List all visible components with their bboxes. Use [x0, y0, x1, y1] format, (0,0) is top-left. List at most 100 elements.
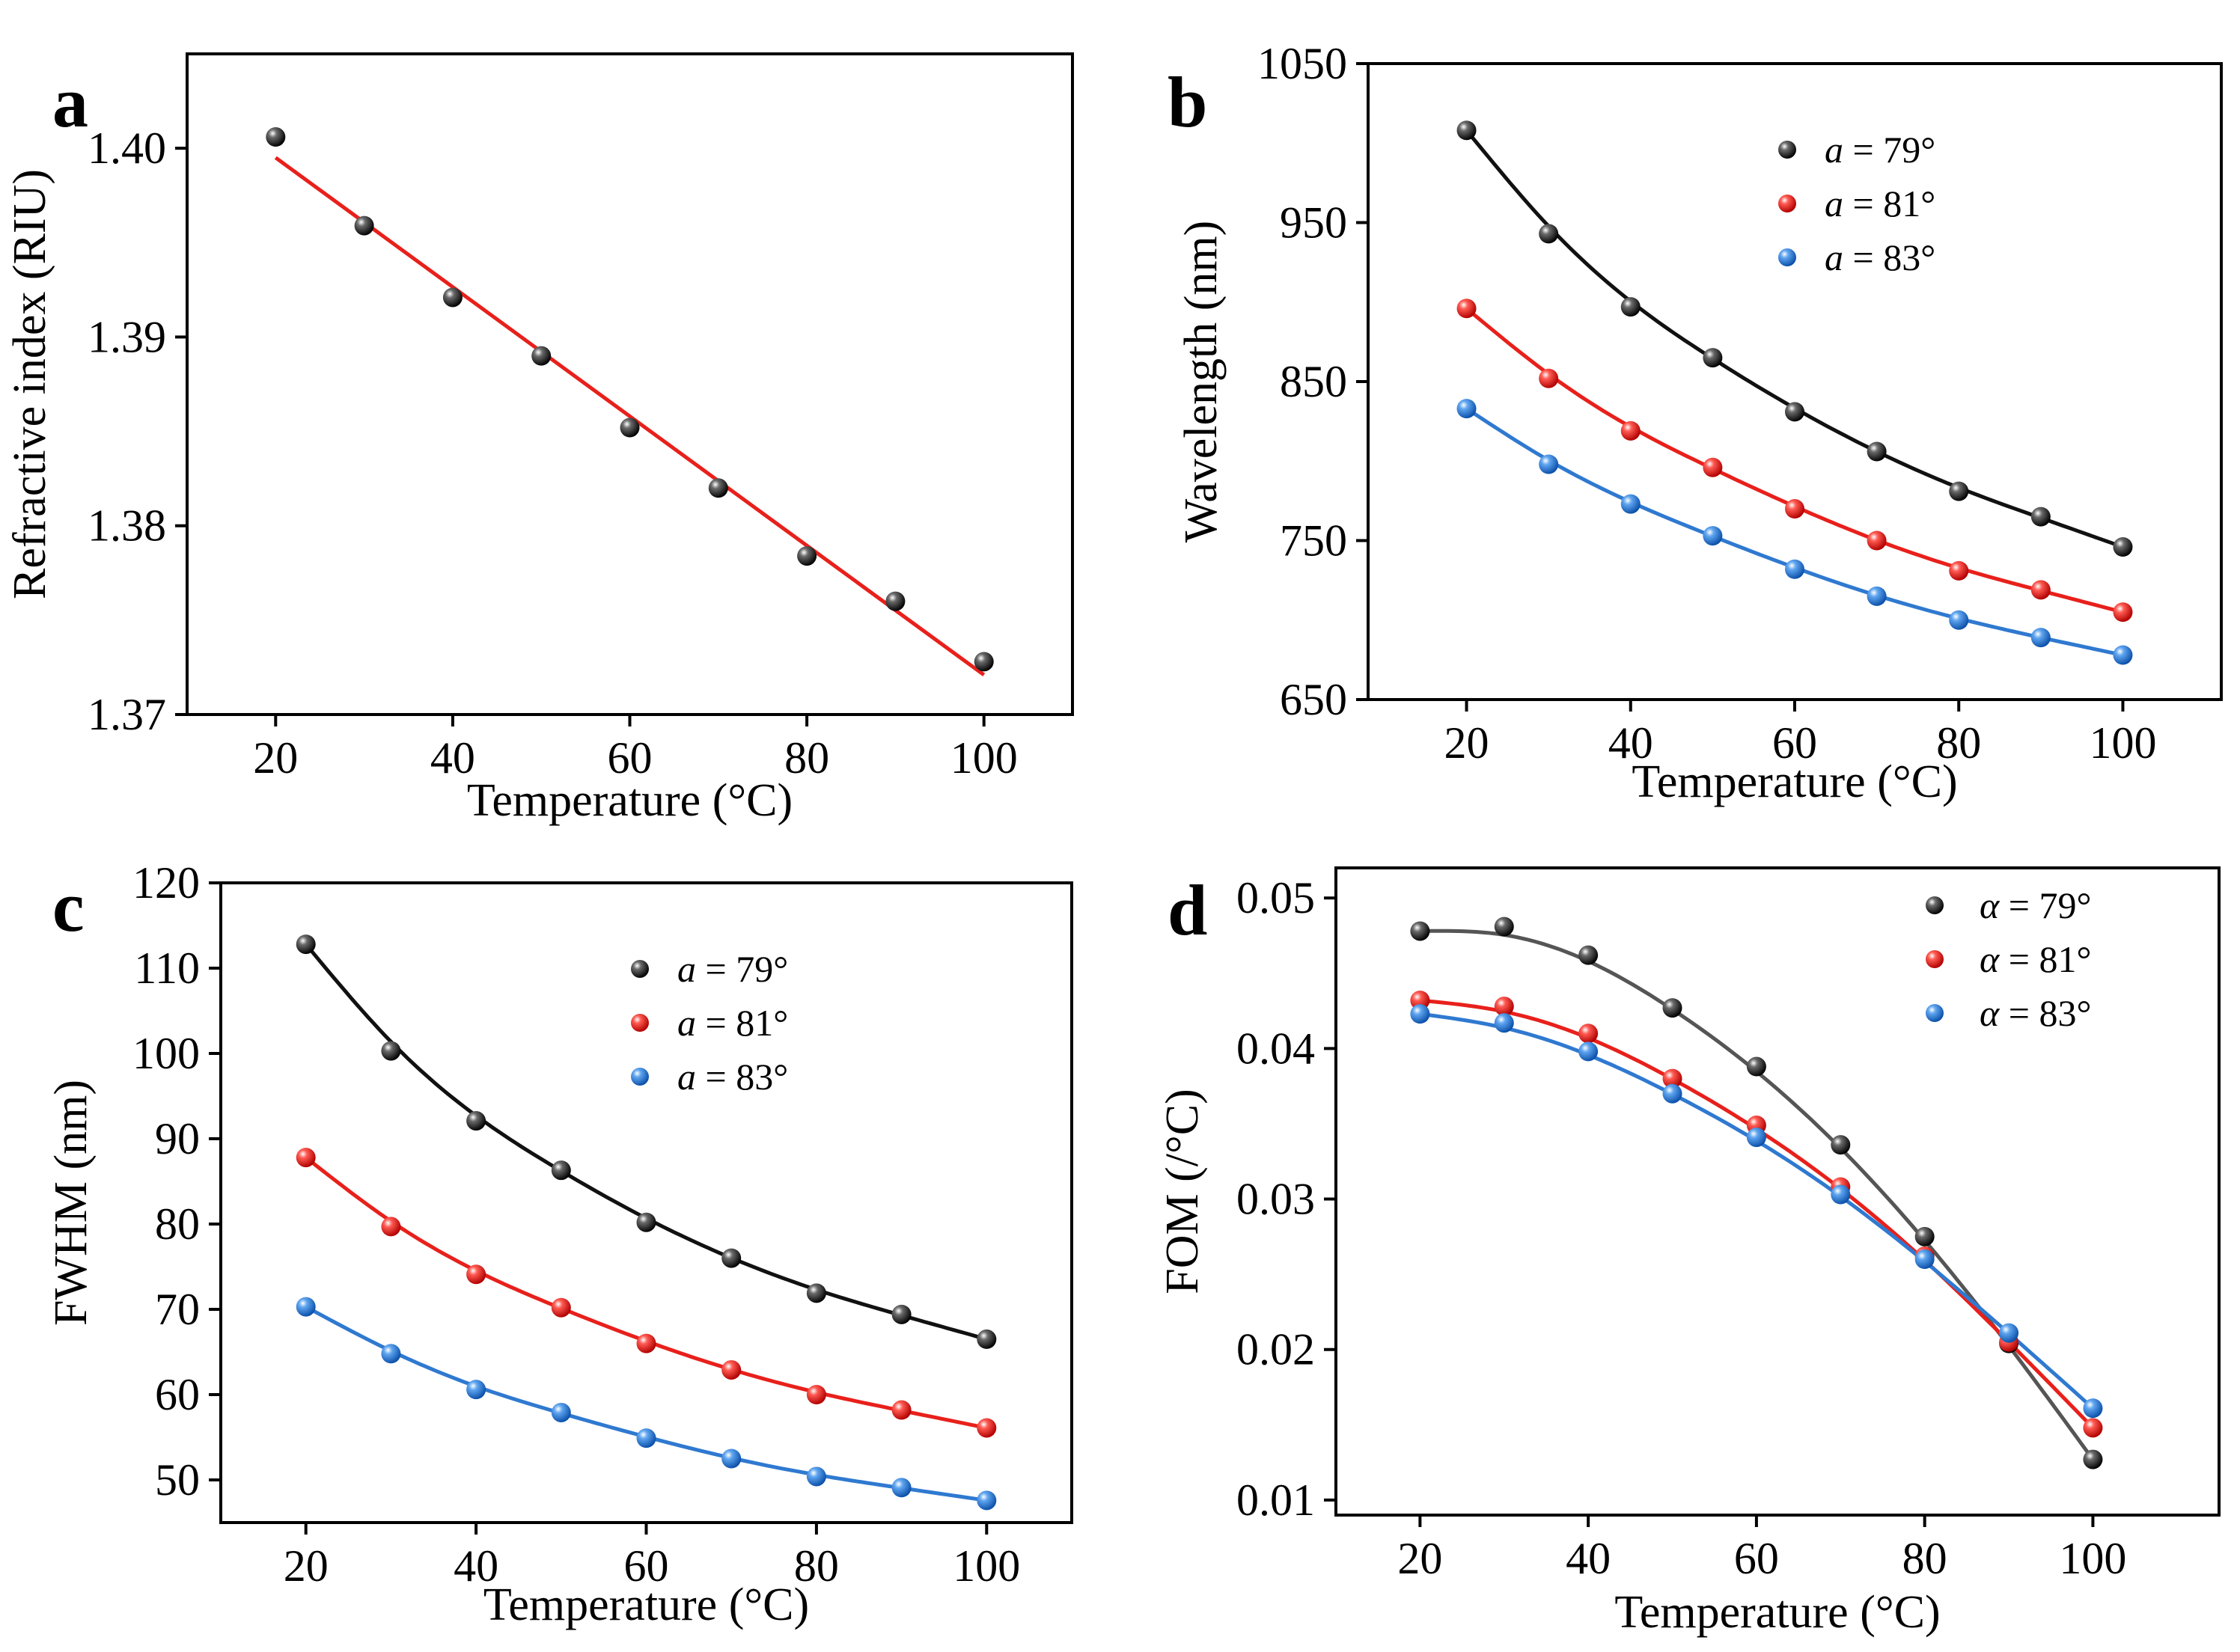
data-point-c-1-8: [977, 1418, 997, 1438]
legend-label-d-0: α = 79°: [1980, 884, 2091, 926]
data-point-b-1-1: [1539, 368, 1559, 388]
legend-marker-c-1: [631, 1014, 649, 1032]
x-axis-label-d: Temperature (°C): [1614, 1587, 1940, 1638]
panel-d: d 20 40 60 80 100 0.01 0.02 0.03 0.04 0.05 Temperat…: [1157, 866, 2221, 1638]
data-point-d-2-1: [1494, 1013, 1514, 1033]
data-point-b-2-5: [1867, 586, 1887, 606]
y-axis-label-c: FWHM (nm): [46, 1080, 97, 1326]
data-point-c-2-5: [721, 1448, 742, 1469]
y-axis-label-b: Wavelength (nm): [1176, 221, 1227, 543]
legend-marker-b-2: [1778, 248, 1796, 266]
legend-marker-c-0: [631, 960, 649, 978]
data-point-b-0-2: [1620, 297, 1641, 317]
legend-marker-b-1: [1778, 195, 1796, 212]
data-point-c-2-8: [977, 1490, 997, 1511]
x-tick-label-b-20: 20: [1444, 718, 1489, 768]
data-point-b-0-4: [1785, 402, 1804, 422]
panel-letter-a: a: [52, 62, 88, 142]
legend-label-d-2: α = 83°: [1980, 992, 2091, 1034]
x-tick-label-d-20: 20: [1397, 1534, 1442, 1583]
y-tick-label-c-1: 60: [155, 1370, 200, 1419]
legend-c: a = 79°a = 81°a = 83°: [631, 948, 788, 1098]
data-point-d-2-4: [1746, 1128, 1766, 1148]
legend-symbol-c-2: a: [677, 1056, 696, 1098]
legend-symbol-b-1: a: [1825, 183, 1843, 224]
x-tick-label-c-80: 80: [794, 1541, 839, 1591]
x-tick-label-a-60: 60: [608, 733, 653, 783]
legend-label-d-1: α = 81°: [1980, 938, 2091, 980]
data-point-d-0-8: [2083, 1449, 2103, 1469]
data-point-c-0-2: [466, 1111, 486, 1131]
legend-symbol-d-0: α: [1980, 884, 2001, 926]
data-point-c-1-2: [466, 1264, 486, 1285]
plot-frame-d: [1334, 866, 2221, 1517]
fit-line-a-0: [274, 156, 986, 677]
legend-label-c-2: a = 83°: [677, 1056, 788, 1098]
x-tick-label-d-80: 80: [1902, 1534, 1947, 1583]
data-point-d-0-3: [1662, 998, 1682, 1018]
x-tick-label-a-40: 40: [430, 733, 475, 783]
x-tick-label-b-40: 40: [1608, 718, 1653, 768]
legend-value-c-1: = 81°: [696, 1002, 788, 1044]
y-tick-label-d-4: 0.05: [1236, 873, 1315, 923]
y-tick-label-c-5: 100: [132, 1029, 200, 1078]
x-tick-label-b-100: 100: [2089, 718, 2156, 768]
legend-value-c-0: = 79°: [696, 948, 788, 990]
y-tick-label-d-3: 0.04: [1236, 1024, 1315, 1073]
y-tick-label-c-3: 80: [155, 1199, 200, 1249]
y-tick-label-c-7: 120: [132, 858, 200, 908]
x-tick-label-c-100: 100: [953, 1541, 1020, 1591]
data-point-c-1-0: [296, 1148, 316, 1168]
data-point-b-1-3: [1703, 457, 1723, 477]
x-axis-label-a: Temperature (°C): [467, 775, 793, 826]
legend-symbol-c-1: a: [677, 1002, 696, 1044]
data-point-c-0-5: [721, 1248, 742, 1268]
data-point-b-0-6: [1949, 481, 1969, 501]
y-tick-label-c-0: 50: [155, 1455, 200, 1505]
legend-label-c-1: a = 81°: [677, 1002, 788, 1044]
data-point-b-2-7: [2030, 628, 2051, 648]
y-tick-label-b-2: 850: [1280, 357, 1347, 406]
y-tick-label-b-3: 950: [1280, 198, 1347, 248]
legend-label-b-2: a = 83°: [1825, 236, 1935, 278]
data-point-d-0-1: [1494, 917, 1514, 937]
panel-letter-d: d: [1168, 870, 1207, 950]
x-tick-label-c-20: 20: [284, 1541, 329, 1591]
data-point-d-0-4: [1746, 1056, 1766, 1077]
data-point-d-1-3: [1662, 1068, 1682, 1089]
data-point-c-1-4: [636, 1333, 656, 1353]
data-point-b-2-4: [1785, 559, 1804, 579]
data-point-b-1-2: [1620, 420, 1641, 441]
data-point-a-0-7: [885, 591, 906, 611]
data-point-d-2-3: [1662, 1083, 1682, 1104]
data-point-b-1-5: [1867, 530, 1887, 551]
data-point-d-2-5: [1831, 1184, 1851, 1205]
data-point-b-1-8: [2113, 602, 2133, 622]
x-axis-label-b: Temperature (°C): [1632, 756, 1957, 807]
legend-value-d-2: = 83°: [1999, 992, 2091, 1034]
y-tick-label-c-2: 70: [155, 1285, 200, 1334]
legend-d: α = 79° α = 81° α = 83°: [1926, 884, 2091, 1034]
data-point-c-1-3: [551, 1297, 571, 1318]
data-point-b-2-0: [1456, 399, 1477, 419]
data-point-b-0-7: [2030, 507, 2051, 527]
data-point-c-1-5: [721, 1359, 742, 1380]
data-point-b-0-8: [2113, 537, 2133, 557]
data-point-d-0-6: [1914, 1226, 1935, 1246]
data-point-b-1-7: [2030, 580, 2051, 600]
legend-marker-d-1: [1926, 950, 1944, 968]
fit-curve-c-1: [305, 1156, 987, 1430]
data-point-c-2-7: [891, 1478, 912, 1498]
legend-marker-b-0: [1778, 141, 1796, 159]
data-point-d-0-2: [1578, 945, 1599, 965]
x-tick-label-a-20: 20: [253, 733, 298, 783]
legend-marker-d-0: [1926, 896, 1944, 914]
panel-a: a 20 40 60 80 100 1.37 1.38 1.39 1.40 Temperature …: [4, 52, 1074, 826]
data-point-c-2-6: [806, 1466, 826, 1487]
x-tick-label-c-40: 40: [454, 1541, 498, 1591]
x-tick-label-d-40: 40: [1566, 1534, 1611, 1583]
y-tick-label-d-0: 0.01: [1236, 1475, 1315, 1525]
fit-curve-b-2: [1465, 407, 2124, 657]
panel-c: c 20 40 60 80 100 50 60 70 80 90 100 110 120 Temperatu…: [46, 858, 1073, 1630]
